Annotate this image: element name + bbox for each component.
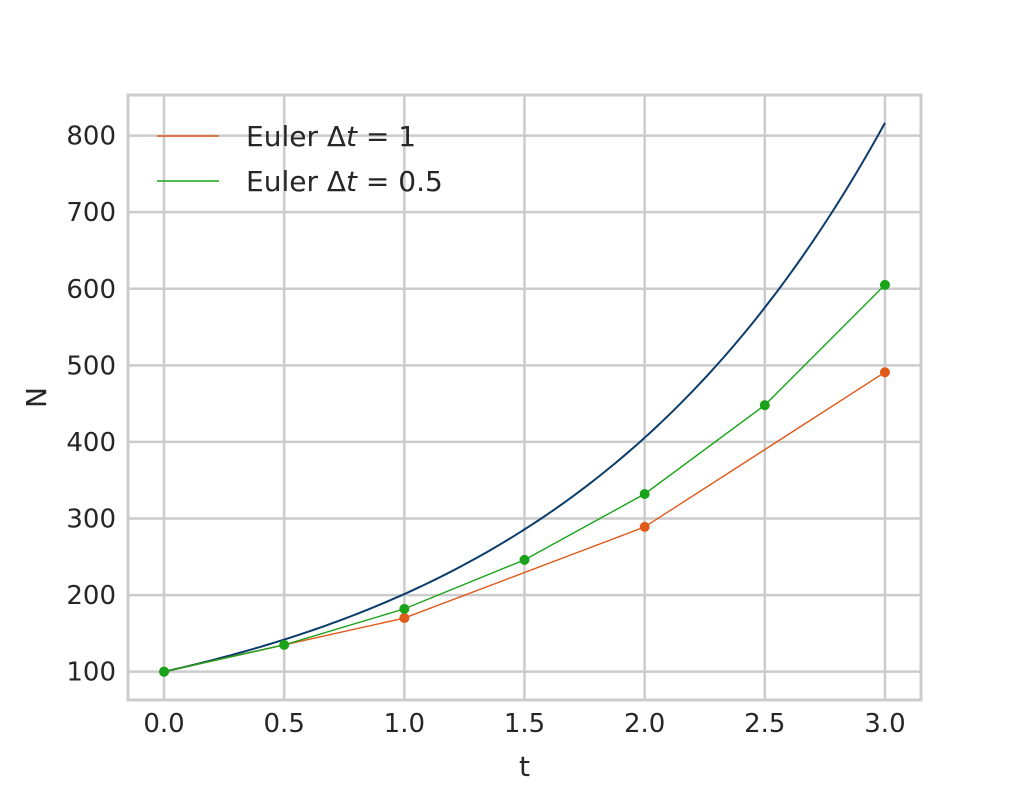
data-point	[399, 613, 410, 624]
legend-label: Euler Δt = 0.5	[246, 165, 443, 198]
plot-frame	[126, 93, 923, 702]
x-tick-label: 2.0	[624, 709, 665, 739]
y-tick-labels: 100 200 300 400 500 600 700 800	[66, 122, 116, 688]
data-point	[159, 666, 170, 677]
grid	[128, 95, 921, 700]
y-tick-label: 700	[66, 198, 116, 228]
x-tick-label: 3.0	[864, 709, 905, 739]
x-tick-label: 1.0	[384, 709, 425, 739]
y-tick-label: 100	[66, 658, 116, 688]
y-axis-title: N	[20, 387, 53, 408]
x-tick-label: 1.5	[504, 709, 545, 739]
data-point	[639, 488, 650, 499]
y-tick-label: 500	[66, 351, 116, 381]
data-point	[879, 367, 890, 378]
legend-label: Euler Δt = 1	[246, 120, 416, 153]
data-point	[279, 639, 290, 650]
data-point	[879, 279, 890, 290]
data-point	[399, 603, 410, 614]
x-tick-label: 0.0	[143, 709, 184, 739]
x-tick-label: 2.5	[744, 709, 785, 739]
y-tick-label: 300	[66, 505, 116, 535]
curves	[159, 122, 890, 677]
y-tick-label: 800	[66, 122, 116, 152]
x-axis-title: t	[519, 750, 530, 783]
x-tick-label: 0.5	[264, 709, 305, 739]
exact-curve	[163, 122, 886, 673]
y-tick-label: 200	[66, 581, 116, 611]
data-point	[519, 554, 530, 565]
y-tick-label: 400	[66, 428, 116, 458]
y-tick-label: 600	[66, 275, 116, 305]
data-point	[759, 400, 770, 411]
legend: Euler Δt = 1 Euler Δt = 0.5	[157, 120, 443, 198]
data-point	[639, 521, 650, 532]
x-tick-labels: 0.0 0.5 1.0 1.5 2.0 2.5 3.0	[143, 709, 905, 739]
